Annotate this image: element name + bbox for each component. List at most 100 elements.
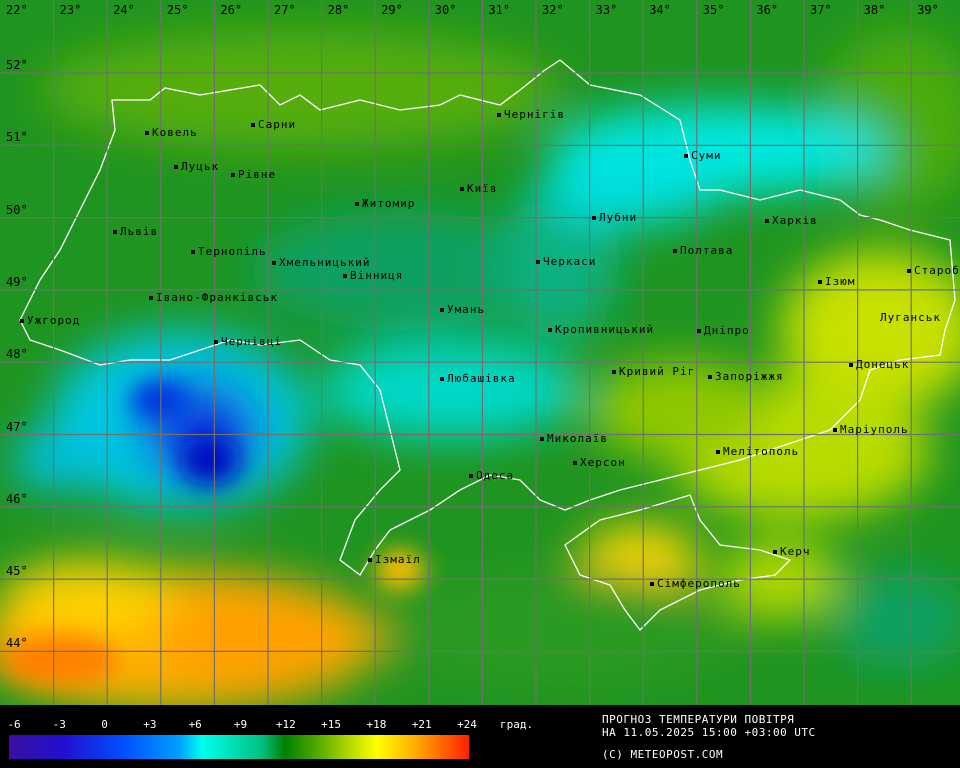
longitude-label: 23°	[59, 3, 82, 17]
city-marker: Ковель	[145, 127, 198, 139]
copyright: (C) METEOPOST.COM	[602, 748, 724, 761]
city-marker: Харків	[765, 215, 818, 227]
city-marker: Сімферополь	[650, 578, 741, 590]
city-marker: Старобільськ	[907, 265, 960, 277]
city-dot-icon	[440, 308, 444, 312]
city-dot-icon	[650, 582, 654, 586]
city-marker: Чернігів	[497, 109, 565, 121]
city-marker: Херсон	[573, 457, 626, 469]
city-dot-icon	[231, 173, 235, 177]
city-name: Полтава	[680, 244, 734, 257]
city-marker: Керч	[773, 546, 811, 558]
city-marker: Сарни	[251, 119, 296, 131]
longitude-label: 38°	[863, 3, 886, 17]
city-dot-icon	[697, 329, 701, 333]
latitude-label: 49°	[6, 274, 28, 289]
city-dot-icon	[440, 377, 444, 381]
city-dot-icon	[612, 370, 616, 374]
city-marker: Миколаїв	[540, 433, 608, 445]
city-dot-icon	[355, 202, 359, 206]
city-marker: Рівне	[231, 169, 276, 181]
city-dot-icon	[497, 113, 501, 117]
city-dot-icon	[833, 428, 837, 432]
city-name: Херсон	[580, 456, 626, 469]
longitude-label: 29°	[381, 3, 403, 17]
forecast-title: ПРОГНОЗ ТЕМПЕРАТУРИ ПОВІТРЯ	[602, 713, 795, 726]
city-name: Львів	[120, 225, 159, 238]
city-dot-icon	[536, 260, 540, 264]
city-name: Кривий Ріг	[619, 365, 696, 378]
city-dot-icon	[907, 269, 911, 273]
city-dot-icon	[673, 249, 677, 253]
longitude-label: 39°	[917, 3, 939, 17]
city-marker: Полтава	[673, 245, 733, 257]
longitude-label: 28°	[327, 3, 350, 17]
city-name: Донецьк	[856, 358, 910, 371]
legend-tick: +9	[233, 718, 248, 731]
city-name: Ізмаїл	[375, 553, 421, 566]
city-marker: Ізюм	[818, 276, 856, 288]
city-dot-icon	[716, 450, 720, 454]
city-marker: Хмельницький	[272, 257, 370, 269]
city-marker: Кривий Ріг	[612, 366, 695, 378]
city-marker: Маріуполь	[833, 424, 909, 436]
city-name: Івано-Франківськ	[156, 291, 278, 304]
longitude-label: 33°	[595, 3, 618, 17]
city-name: Суми	[691, 149, 722, 162]
color-scale-bar	[9, 735, 469, 759]
city-dot-icon	[548, 328, 552, 332]
city-marker: Запоріжжя	[708, 371, 784, 383]
city-name: Хмельницький	[279, 256, 371, 269]
city-dot-icon	[592, 216, 596, 220]
city-name: Миколаїв	[547, 432, 608, 445]
city-marker: Тернопіль	[191, 246, 267, 258]
legend-tick: +15	[321, 718, 342, 731]
longitude-label: 37°	[810, 3, 832, 17]
longitude-label: 26°	[220, 3, 243, 17]
city-marker: Дніпро	[697, 325, 750, 337]
city-marker: Кропивницький	[548, 324, 654, 336]
legend-tick: +6	[188, 718, 202, 731]
legend-tick: +21	[411, 718, 432, 731]
city-dot-icon	[145, 131, 149, 135]
longitude-label: 24°	[113, 3, 135, 17]
city-dot-icon	[540, 437, 544, 441]
city-name: Умань	[447, 303, 486, 316]
city-name: Харків	[772, 214, 818, 227]
latitude-label: 51°	[6, 130, 28, 145]
city-name: Луцьк	[181, 160, 220, 173]
city-marker: Чернівці	[214, 336, 282, 348]
legend-tick: +24	[457, 718, 477, 731]
city-dot-icon	[469, 474, 473, 478]
city-name: Любашівка	[447, 372, 516, 385]
city-dot-icon	[113, 230, 117, 234]
city-dot-icon	[849, 363, 853, 367]
longitude-label: 30°	[434, 3, 457, 17]
city-marker: Мелітополь	[716, 446, 799, 458]
city-marker: Львів	[113, 226, 158, 238]
city-marker: Луганськ	[880, 312, 941, 324]
city-dot-icon	[149, 296, 153, 300]
legend: -6 -3 0 +3 +6 +9 +12 +15 +18 +21 +24 град. ПРОГНОЗ…	[0, 705, 960, 768]
city-name: Ужгород	[27, 314, 81, 327]
legend-unit: град.	[500, 718, 534, 731]
city-marker: Любашівка	[440, 373, 516, 385]
city-dot-icon	[191, 250, 195, 254]
city-name: Ізюм	[825, 275, 856, 288]
latitude-label: 44°	[6, 636, 28, 651]
city-marker: Івано-Франківськ	[149, 292, 278, 304]
longitude-label: 22°	[6, 3, 28, 17]
city-dot-icon	[765, 219, 769, 223]
city-dot-icon	[368, 558, 372, 562]
city-dot-icon	[174, 165, 178, 169]
city-marker: Суми	[684, 150, 722, 162]
city-marker: Вінниця	[343, 270, 403, 282]
city-name: Запоріжжя	[715, 370, 784, 383]
city-dot-icon	[214, 340, 218, 344]
city-marker: Умань	[440, 304, 485, 316]
coordinate-grid	[0, 0, 960, 705]
city-dot-icon	[343, 274, 347, 278]
city-dot-icon	[708, 375, 712, 379]
latitude-label: 48°	[6, 347, 28, 362]
